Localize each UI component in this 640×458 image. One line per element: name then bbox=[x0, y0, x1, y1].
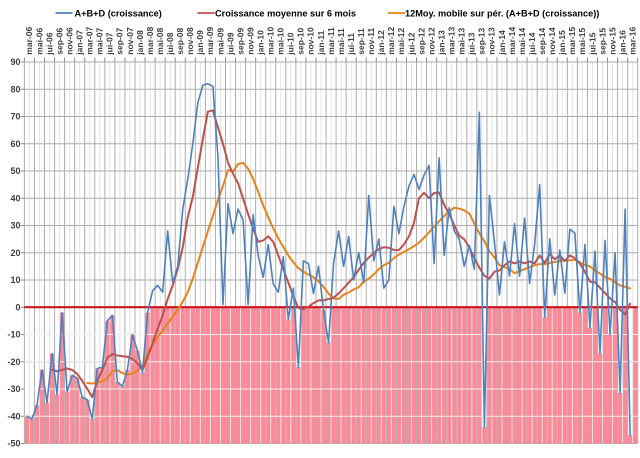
svg-text:mar-10: mar-10 bbox=[266, 27, 276, 55]
svg-text:-30: -30 bbox=[7, 384, 20, 394]
svg-text:mar-06: mar-06 bbox=[24, 27, 34, 55]
svg-text:jan-16: jan-16 bbox=[617, 30, 627, 56]
svg-text:mai-08: mai-08 bbox=[155, 27, 165, 54]
svg-text:nov-09: nov-09 bbox=[245, 27, 255, 55]
svg-text:nov-11: nov-11 bbox=[366, 27, 376, 54]
svg-text:sep-12: sep-12 bbox=[416, 27, 426, 54]
svg-text:jui-11: jui-11 bbox=[346, 33, 356, 56]
svg-text:mai-11: mai-11 bbox=[336, 28, 346, 55]
svg-text:jan-09: jan-09 bbox=[195, 30, 205, 56]
svg-text:mai-10: mai-10 bbox=[276, 27, 286, 54]
svg-text:10: 10 bbox=[10, 275, 20, 285]
svg-text:sep-09: sep-09 bbox=[235, 27, 245, 54]
svg-text:jui-07: jui-07 bbox=[105, 32, 115, 55]
svg-text:mai-14: mai-14 bbox=[517, 27, 527, 54]
svg-text:nov-10: nov-10 bbox=[306, 27, 316, 55]
svg-text:jui-09: jui-09 bbox=[225, 32, 235, 55]
svg-text:nov-14: nov-14 bbox=[547, 27, 557, 55]
svg-text:80: 80 bbox=[10, 84, 20, 94]
svg-text:mai-13: mai-13 bbox=[457, 27, 467, 54]
svg-text:jan-08: jan-08 bbox=[135, 30, 145, 56]
svg-text:mai-06: mai-06 bbox=[34, 27, 44, 54]
svg-text:70: 70 bbox=[10, 112, 20, 122]
svg-text:30: 30 bbox=[10, 221, 20, 231]
svg-text:sep-15: sep-15 bbox=[597, 27, 607, 54]
svg-text:mai-09: mai-09 bbox=[215, 27, 225, 54]
svg-text:40: 40 bbox=[10, 193, 20, 203]
svg-text:50: 50 bbox=[10, 166, 20, 176]
svg-text:jui-14: jui-14 bbox=[527, 32, 537, 55]
svg-text:jui-10: jui-10 bbox=[286, 32, 296, 55]
svg-text:sep-06: sep-06 bbox=[54, 27, 64, 54]
svg-text:12Moy. mobile sur pér. (A+B+D: 12Moy. mobile sur pér. (A+B+D (croissanc… bbox=[405, 8, 599, 18]
svg-text:jan-14: jan-14 bbox=[497, 30, 507, 56]
svg-text:mar-09: mar-09 bbox=[205, 27, 215, 55]
svg-text:20: 20 bbox=[10, 248, 20, 258]
svg-text:nov-08: nov-08 bbox=[185, 27, 195, 55]
svg-text:jui-08: jui-08 bbox=[165, 32, 175, 55]
svg-text:mar-13: mar-13 bbox=[447, 27, 457, 55]
svg-text:sep-10: sep-10 bbox=[296, 27, 306, 54]
svg-text:sep-14: sep-14 bbox=[537, 27, 547, 54]
svg-text:jui-13: jui-13 bbox=[467, 32, 477, 55]
svg-text:-50: -50 bbox=[7, 439, 20, 449]
svg-text:Croissance moyenne sur 6 mois: Croissance moyenne sur 6 mois bbox=[215, 8, 356, 18]
svg-text:-40: -40 bbox=[7, 411, 20, 421]
svg-text:mai-12: mai-12 bbox=[396, 27, 406, 54]
svg-text:mar-16: mar-16 bbox=[628, 27, 638, 55]
svg-text:jui-06: jui-06 bbox=[44, 32, 54, 55]
svg-text:jui-12: jui-12 bbox=[406, 32, 416, 55]
svg-text:jan-12: jan-12 bbox=[376, 30, 386, 56]
svg-text:mar-12: mar-12 bbox=[386, 27, 396, 55]
svg-text:nov-13: nov-13 bbox=[487, 27, 497, 55]
svg-text:nov-12: nov-12 bbox=[426, 27, 436, 55]
svg-text:jan-10: jan-10 bbox=[256, 30, 266, 56]
svg-text:-10: -10 bbox=[7, 330, 20, 340]
svg-text:sep-07: sep-07 bbox=[115, 27, 125, 54]
svg-text:jan-15: jan-15 bbox=[557, 30, 567, 56]
svg-text:mar-11: mar-11 bbox=[326, 27, 336, 55]
svg-text:mar-07: mar-07 bbox=[85, 27, 95, 55]
svg-text:nov-07: nov-07 bbox=[125, 27, 135, 55]
svg-text:sep-08: sep-08 bbox=[175, 27, 185, 54]
svg-text:jui-15: jui-15 bbox=[587, 32, 597, 55]
svg-text:60: 60 bbox=[10, 139, 20, 149]
svg-text:mai-15: mai-15 bbox=[577, 27, 587, 54]
svg-text:sep-11: sep-11 bbox=[356, 28, 366, 55]
svg-text:sep-13: sep-13 bbox=[477, 27, 487, 54]
svg-text:0: 0 bbox=[15, 302, 20, 312]
svg-text:jan-11: jan-11 bbox=[316, 30, 326, 55]
svg-text:nov-15: nov-15 bbox=[607, 27, 617, 55]
svg-text:mar-15: mar-15 bbox=[567, 27, 577, 55]
svg-text:jan-07: jan-07 bbox=[75, 30, 85, 56]
svg-text:mai-07: mai-07 bbox=[95, 27, 105, 54]
svg-text:mar-14: mar-14 bbox=[507, 27, 517, 55]
svg-text:90: 90 bbox=[10, 57, 20, 67]
svg-text:A+B+D (croissance): A+B+D (croissance) bbox=[75, 8, 162, 18]
svg-text:jan-13: jan-13 bbox=[436, 30, 446, 56]
svg-text:mar-08: mar-08 bbox=[145, 27, 155, 55]
svg-text:nov-06: nov-06 bbox=[64, 27, 74, 55]
svg-text:-20: -20 bbox=[7, 357, 20, 367]
